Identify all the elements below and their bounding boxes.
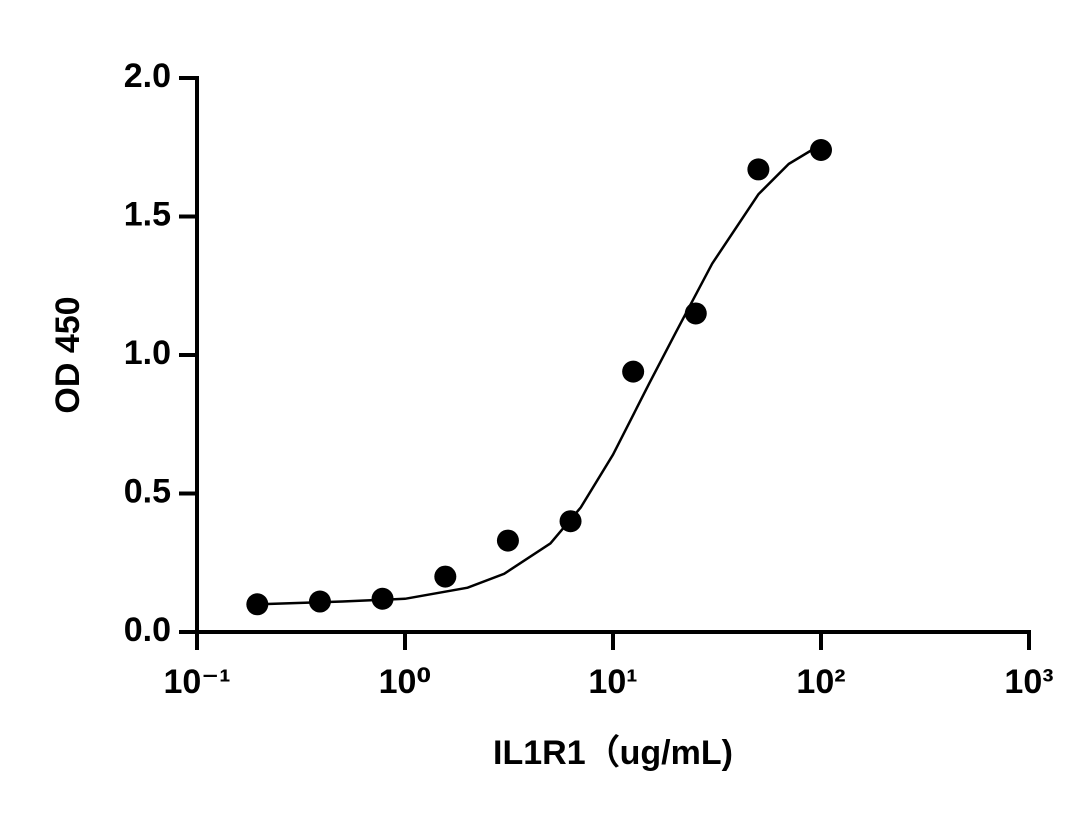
data-point xyxy=(622,360,645,383)
data-point xyxy=(747,158,770,181)
data-point xyxy=(559,510,582,533)
data-point xyxy=(308,590,331,613)
data-point xyxy=(434,565,457,588)
y-tick-label: 0.5 xyxy=(124,472,171,510)
x-axis-label: IL1R1（ug/mL) xyxy=(493,733,733,772)
data-point xyxy=(496,529,519,552)
data-point xyxy=(684,302,707,325)
data-point xyxy=(371,587,394,610)
y-tick-label: 2.0 xyxy=(124,57,171,95)
y-axis-label: OD 450 xyxy=(49,296,87,413)
x-tick-label: 10⁰ xyxy=(379,663,432,701)
y-tick-label: 1.0 xyxy=(124,334,171,372)
x-tick-label: 10¹ xyxy=(588,663,637,701)
x-tick-label: 10⁻¹ xyxy=(163,663,230,701)
y-tick-label: 0.0 xyxy=(124,611,171,649)
x-tick-label: 10² xyxy=(796,663,845,701)
fit-curve xyxy=(259,143,822,606)
y-tick-label: 1.5 xyxy=(124,195,171,233)
data-point xyxy=(246,593,269,616)
data-point xyxy=(810,139,832,162)
x-tick-label: 10³ xyxy=(1004,663,1053,701)
